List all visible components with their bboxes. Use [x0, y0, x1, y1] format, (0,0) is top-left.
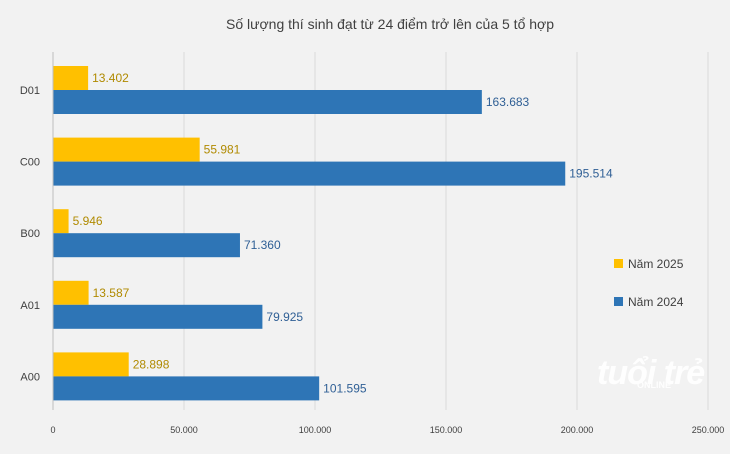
data-label: 28.898 [133, 357, 170, 371]
bar-2024 [53, 304, 263, 329]
data-label: 5.946 [73, 214, 103, 228]
watermark-sub: ONLINE [637, 380, 671, 390]
category-label: D01 [20, 85, 40, 97]
bars [53, 66, 566, 401]
legend-label: Năm 2024 [628, 295, 684, 309]
data-label: 13.587 [93, 286, 130, 300]
bar-2024 [53, 161, 566, 186]
x-tick-label: 250.000 [692, 425, 725, 435]
bar-2025 [53, 66, 89, 90]
bar-2024 [53, 233, 240, 258]
data-label: 71.360 [244, 238, 281, 252]
legend-swatch [614, 297, 623, 306]
x-tick-label: 100.000 [299, 425, 332, 435]
data-label: 55.981 [204, 143, 241, 157]
legend-swatch [614, 259, 623, 268]
bar-2025 [53, 137, 200, 162]
watermark-logo: tuổi trẻ [597, 354, 704, 392]
x-tick-label: 50.000 [170, 425, 198, 435]
category-label: B00 [20, 228, 40, 240]
data-label: 13.402 [92, 71, 129, 85]
legend: Năm 2025 Năm 2024 [614, 257, 684, 309]
chart-title: Số lượng thí sinh đạt từ 24 điểm trở lên… [226, 16, 554, 32]
x-tick-label: 0 [50, 425, 55, 435]
category-label: A01 [20, 300, 40, 312]
x-tick-label: 200.000 [561, 425, 594, 435]
bar-2024 [53, 376, 320, 401]
bar-2025 [53, 280, 89, 305]
data-label: 101.595 [323, 381, 367, 395]
axes: 0 50.000 100.000 150.000 200.000 250.000 D01 C0… [20, 52, 724, 435]
bar-2024 [53, 90, 482, 114]
category-label: C00 [20, 157, 40, 169]
legend-label: Năm 2025 [628, 257, 684, 271]
bar-2025 [53, 209, 69, 234]
data-label: 79.925 [266, 310, 303, 324]
data-label: 195.514 [569, 167, 613, 181]
category-label: A00 [20, 371, 40, 383]
x-tick-label: 150.000 [430, 425, 463, 435]
bar-2025 [53, 352, 129, 377]
watermark: tuổi trẻ ONLINE [597, 354, 705, 392]
data-labels: 13.402 163.683 55.981 195.514 5.946 71.360 13.… [73, 71, 613, 395]
data-label: 163.683 [486, 95, 530, 109]
